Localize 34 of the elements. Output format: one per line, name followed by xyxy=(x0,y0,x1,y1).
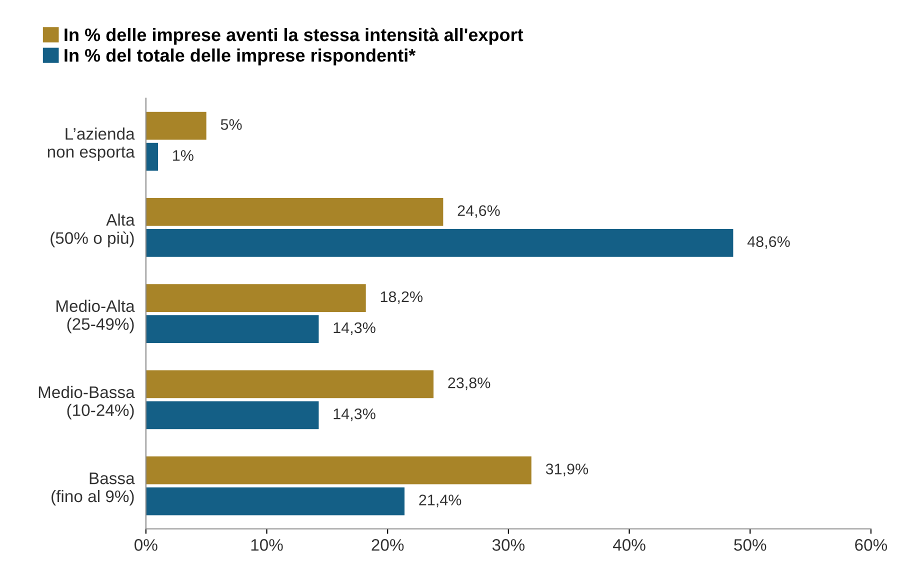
data-label: 14,3% xyxy=(334,408,376,422)
data-label: 23,8% xyxy=(448,377,490,390)
data-label: 21,4% xyxy=(419,494,462,508)
data-label: 14,3% xyxy=(334,322,376,335)
data-label: 1% xyxy=(173,150,194,161)
bar xyxy=(146,142,158,171)
y-tick-label: Medio-Bassa (10-24%) xyxy=(38,386,135,420)
y-tick-label: Alta (50% o più) xyxy=(50,214,135,248)
data-label: 24,6% xyxy=(458,205,500,218)
x-tick-label: 50% xyxy=(734,539,766,551)
bar xyxy=(146,315,319,344)
bar xyxy=(146,456,532,484)
bar xyxy=(146,284,366,312)
data-label: 5% xyxy=(220,119,242,130)
legend-label: In % delle imprese aventi la stessa intensità all'export xyxy=(64,28,524,45)
y-tick-label: Medio-Alta (25-49%) xyxy=(56,300,135,334)
x-tick-label: 30% xyxy=(492,539,525,551)
x-tick-label: 60% xyxy=(855,539,888,551)
x-tick-label: 0% xyxy=(134,539,158,551)
y-tick-label: L’azienda non esporta xyxy=(48,128,135,161)
x-tick-label: 40% xyxy=(612,539,646,551)
bar xyxy=(146,370,434,398)
y-tick-label: Bassa (fino al 9%) xyxy=(52,472,135,506)
data-label: 31,9% xyxy=(546,464,588,476)
bar xyxy=(146,112,206,140)
bar xyxy=(146,198,444,226)
bar xyxy=(146,487,405,516)
data-label: 18,2% xyxy=(380,291,423,304)
x-tick-label: 20% xyxy=(372,539,404,551)
x-tick-label: 10% xyxy=(251,539,283,551)
bar xyxy=(146,228,734,257)
legend-label: In % del totale delle imprese rispondenti* xyxy=(64,48,416,66)
data-label: 48,6% xyxy=(747,236,790,249)
bar xyxy=(146,401,319,430)
